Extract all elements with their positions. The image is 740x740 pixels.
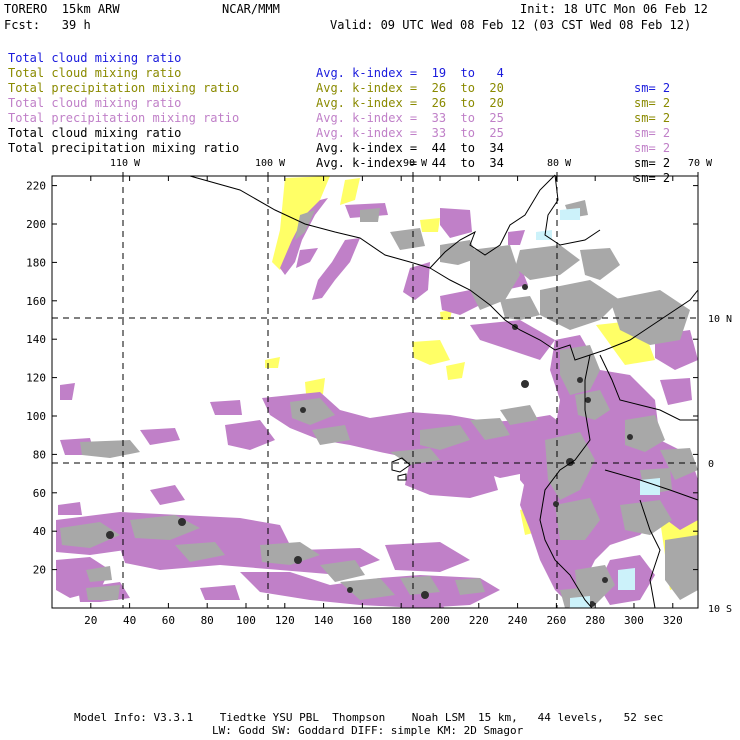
header-model: TORERO 15km ARW bbox=[4, 2, 120, 16]
x-tick-label: 180 bbox=[391, 614, 411, 627]
legend-field: Total cloud mixing ratio bbox=[8, 66, 182, 80]
latitude-label: 10 S bbox=[708, 604, 732, 615]
legend-field: Total precipitation mixing ratio bbox=[8, 111, 240, 125]
x-tick-label: 200 bbox=[430, 614, 450, 627]
y-tick-label: 180 bbox=[26, 256, 46, 269]
legend-row: Total cloud mixing ratio Avg. k-index = … bbox=[8, 51, 670, 126]
x-tick-label: 280 bbox=[585, 614, 605, 627]
footer-model-info: Model Info: V3.3.1 Tiedtke YSU PBL Thomp… bbox=[74, 711, 664, 724]
longitude-label: 90 W bbox=[403, 158, 428, 169]
legend-field: Total cloud mixing ratio bbox=[8, 126, 182, 140]
longitude-label: 80 W bbox=[547, 158, 572, 169]
longitude-label: 100 W bbox=[255, 158, 286, 169]
legend-kindex: Avg. k-index = 44 to 34 bbox=[316, 141, 504, 155]
plot-frame bbox=[51, 175, 699, 609]
x-tick-label: 20 bbox=[84, 614, 97, 627]
legend-sm: sm= 2 bbox=[634, 111, 671, 125]
x-tick-label: 300 bbox=[624, 614, 644, 627]
y-tick-label: 220 bbox=[26, 180, 46, 193]
legend-sm: sm= 2 bbox=[634, 126, 671, 140]
legend-kindex: Avg. k-index = 19 to 4 bbox=[316, 66, 504, 80]
x-tick-label: 240 bbox=[508, 614, 528, 627]
legend-row: Total cloud mixing ratio Avg. k-index = … bbox=[8, 36, 670, 111]
x-tick-label: 120 bbox=[275, 614, 295, 627]
x-tick-label: 100 bbox=[236, 614, 256, 627]
x-tick-label: 220 bbox=[469, 614, 489, 627]
legend-sm: sm= 2 bbox=[634, 156, 671, 170]
y-tick-label: 140 bbox=[26, 333, 46, 346]
header-org: NCAR/MMM bbox=[222, 2, 280, 16]
longitude-label: 70 W bbox=[688, 158, 713, 169]
footer-physics: LW: Godd SW: Goddard DIFF: simple KM: 2D… bbox=[212, 724, 524, 737]
y-tick-label: 120 bbox=[26, 372, 46, 385]
dark-cores bbox=[106, 284, 633, 607]
header-fcst: Fcst: 39 h bbox=[4, 18, 91, 32]
latitude-label: 10 N bbox=[708, 314, 732, 325]
y-tick-label: 20 bbox=[33, 564, 46, 577]
legend-kindex: Avg. k-index = 33 to 25 bbox=[316, 111, 504, 125]
legend-field: Total precipitation mixing ratio bbox=[8, 81, 240, 95]
legend-field: Total cloud mixing ratio bbox=[8, 51, 182, 65]
coastlines bbox=[189, 174, 699, 609]
legend-field: Total precipitation mixing ratio bbox=[8, 141, 240, 155]
legend-row: Total cloud mixing ratio Avg. k-index = … bbox=[8, 81, 670, 156]
y-tick-label: 80 bbox=[33, 448, 46, 461]
legend-field: Total cloud mixing ratio bbox=[8, 96, 182, 110]
legend-row: Total precipitation mixing ratio Avg. k-… bbox=[8, 126, 670, 201]
x-tick-label: 140 bbox=[314, 614, 334, 627]
legend-sm: sm= 2 bbox=[634, 96, 671, 110]
y-tick-label: 160 bbox=[26, 295, 46, 308]
y-tick-label: 100 bbox=[26, 410, 46, 423]
gray-field bbox=[60, 200, 698, 608]
x-tick-label: 40 bbox=[123, 614, 136, 627]
legend-kindex: Avg. k-index = 44 to 34 bbox=[316, 156, 504, 170]
purple-field bbox=[56, 198, 698, 608]
forecast-fields bbox=[56, 176, 698, 608]
legend-row: Total precipitation mixing ratio Avg. k-… bbox=[8, 96, 670, 171]
x-tick-label: 60 bbox=[162, 614, 175, 627]
x-axis: 20 40 60 80 100 120 140 160 180 200 220 240 260 280 30… bbox=[84, 176, 683, 627]
legend-sm: sm= 2 bbox=[634, 81, 671, 95]
y-tick-label: 60 bbox=[33, 487, 46, 500]
legend-kindex: Avg. k-index = 26 to 20 bbox=[316, 81, 504, 95]
legend-row: Total cloud mixing ratio Avg. k-index = … bbox=[8, 111, 670, 186]
header-init: Init: 18 UTC Mon 06 Feb 12 bbox=[520, 2, 708, 16]
longitude-labels: 110 W 100 W 90 W 80 W 70 W bbox=[110, 158, 713, 176]
x-tick-label: 320 bbox=[663, 614, 683, 627]
x-tick-label: 260 bbox=[546, 614, 566, 627]
legend-sm: sm= 2 bbox=[634, 171, 671, 185]
lat-lon-grid bbox=[52, 176, 698, 608]
y-axis: 20 40 60 80 100 120 140 160 180 200 220 bbox=[26, 180, 698, 577]
y-tick-label: 200 bbox=[26, 218, 46, 231]
x-tick-label: 160 bbox=[352, 614, 372, 627]
header-valid: Valid: 09 UTC Wed 08 Feb 12 (03 CST Wed … bbox=[330, 18, 692, 32]
legend-kindex: Avg. k-index = 26 to 20 bbox=[316, 96, 504, 110]
longitude-label: 110 W bbox=[110, 158, 141, 169]
x-tick-label: 80 bbox=[201, 614, 214, 627]
latitude-labels: 10 N 0 10 S bbox=[708, 314, 732, 615]
y-tick-label: 40 bbox=[33, 525, 46, 538]
legend-kindex: Avg. k-index = 33 to 25 bbox=[316, 126, 504, 140]
latitude-label: 0 bbox=[708, 459, 714, 470]
legend-row: Total precipitation mixing ratio Avg. k-… bbox=[8, 66, 670, 141]
legend-sm: sm= 2 bbox=[634, 141, 671, 155]
